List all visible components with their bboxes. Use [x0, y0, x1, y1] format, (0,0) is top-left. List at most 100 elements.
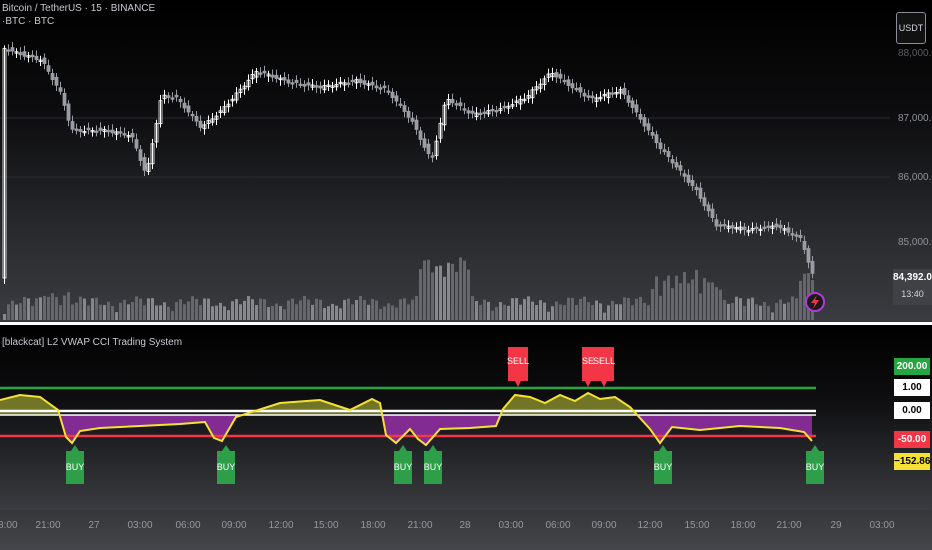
- candle-body: [406, 110, 411, 118]
- volume-bar: [635, 298, 638, 320]
- candle-body: [514, 100, 519, 103]
- candle-body: [86, 127, 91, 131]
- indicator-title[interactable]: [blackcat] L2 VWAP CCI Trading System: [2, 337, 183, 348]
- signal-label: BUY: [654, 462, 673, 472]
- candle-body: [70, 121, 75, 130]
- currency-button[interactable]: USDT: [896, 12, 926, 44]
- candle-body: [90, 130, 95, 133]
- candle-body: [618, 89, 623, 94]
- time-label: 15:00: [313, 520, 339, 531]
- candle-body: [710, 208, 715, 219]
- time-label: 21:00: [407, 520, 433, 531]
- candle-body: [642, 117, 647, 127]
- volume-bar: [659, 295, 662, 320]
- volume-bar: [603, 312, 606, 320]
- volume-bar: [315, 298, 318, 320]
- volume-bar: [775, 302, 778, 320]
- volume-bar: [575, 304, 578, 320]
- candle-body: [666, 151, 671, 157]
- volume-bar: [399, 299, 402, 320]
- price-label-87000: 87,000.00: [898, 113, 932, 124]
- volume-bar: [171, 311, 174, 320]
- volume-bar: [227, 310, 230, 320]
- sell-signal[interactable]: SE: [582, 347, 594, 387]
- volume-bar: [447, 262, 450, 320]
- buy-signal[interactable]: BUY: [654, 445, 673, 484]
- candle-body: [762, 226, 767, 229]
- volume-bar: [727, 303, 730, 320]
- candle-body: [394, 95, 399, 102]
- volume-bar: [319, 299, 322, 320]
- signal-label: BUY: [424, 462, 443, 472]
- candle-body: [522, 98, 527, 102]
- volume-bar: [771, 312, 774, 320]
- candle-body: [778, 224, 783, 229]
- time-label: 29: [830, 520, 842, 531]
- pane-separator[interactable]: [0, 322, 932, 325]
- candle-body: [678, 165, 683, 171]
- volume-bar: [567, 297, 570, 320]
- time-label: 09:00: [221, 520, 247, 531]
- volume-bar: [463, 260, 466, 320]
- candle-body: [418, 130, 423, 140]
- volume-bar: [667, 275, 670, 320]
- volume-bar: [327, 306, 330, 320]
- candle-body: [254, 71, 259, 78]
- buy-signal[interactable]: BUY: [217, 445, 236, 484]
- volume-bar: [127, 304, 130, 320]
- volume-bar: [671, 288, 674, 320]
- volume-bar: [339, 308, 342, 320]
- volume-bar: [503, 304, 506, 320]
- time-label: 03:00: [127, 520, 153, 531]
- candle-body: [134, 139, 139, 149]
- candle-body: [354, 79, 359, 84]
- candle-body: [598, 96, 603, 100]
- time-axis[interactable]: [0, 510, 932, 550]
- volume-bar: [699, 293, 702, 320]
- volume-bar: [371, 299, 374, 320]
- candle-body: [550, 73, 555, 78]
- candle-body: [630, 100, 635, 108]
- volume-bar: [403, 298, 406, 320]
- volume-bar: [683, 272, 686, 320]
- volume-bar: [331, 303, 334, 320]
- indicator-pane[interactable]: BUY BUY BUY BUY SELL SE SELL BUY BUY: [0, 325, 932, 510]
- volume-bar: [651, 288, 654, 320]
- candle-body: [110, 129, 115, 134]
- volume-bar: [67, 292, 70, 320]
- symbol-title[interactable]: Bitcoin / TetherUS · 15 · BINANCE: [2, 3, 156, 14]
- volume-bar: [163, 302, 166, 320]
- volume-bar: [415, 296, 418, 320]
- buy-signal[interactable]: BUY: [394, 445, 413, 484]
- main-price-pane[interactable]: Bitcoin / TetherUS · 15 · BINANCE ·BTC ·…: [0, 0, 932, 322]
- candle-body: [690, 179, 695, 187]
- candle-body: [726, 225, 731, 229]
- volume-bar: [299, 300, 302, 320]
- candle-body: [426, 143, 431, 155]
- time-label: 12:00: [637, 520, 663, 531]
- candle-body: [258, 72, 263, 75]
- candle-body: [714, 219, 719, 227]
- candle-body: [114, 131, 119, 135]
- buy-signal[interactable]: BUY: [806, 445, 825, 484]
- volume-bar: [687, 283, 690, 320]
- sell-signal[interactable]: SELL: [507, 347, 529, 387]
- candle-body: [174, 94, 179, 98]
- candle-body: [810, 261, 815, 274]
- volume-bar: [719, 289, 722, 320]
- level-badge-1: 1.00: [894, 379, 930, 396]
- buy-signal[interactable]: BUY: [66, 445, 85, 484]
- volume-bar: [303, 296, 306, 320]
- volume-bar: [223, 306, 226, 320]
- buy-signal[interactable]: BUY: [424, 445, 443, 484]
- candle-body: [334, 83, 339, 88]
- volume-bar: [235, 299, 238, 320]
- signal-label: BUY: [66, 462, 85, 472]
- time-label: 03:00: [498, 520, 524, 531]
- volume-bar: [7, 304, 10, 320]
- sell-signal[interactable]: SELL: [593, 347, 615, 387]
- candle-body: [122, 133, 127, 136]
- candle-body: [526, 95, 531, 99]
- price-chart[interactable]: [0, 0, 932, 322]
